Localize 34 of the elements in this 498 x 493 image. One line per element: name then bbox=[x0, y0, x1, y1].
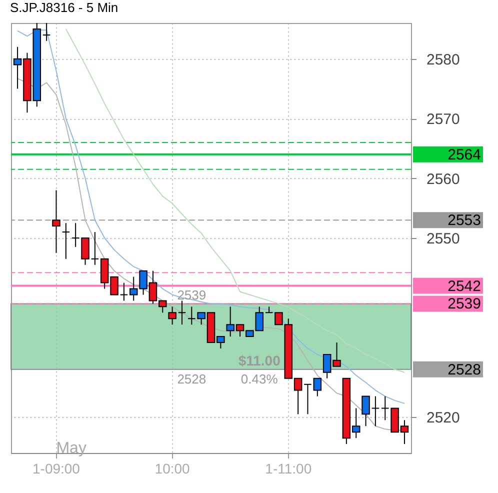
y-tick-label: 2570 bbox=[426, 111, 460, 128]
ref-line-label: 2553 bbox=[448, 212, 481, 230]
y-tick-label: 2560 bbox=[426, 170, 460, 188]
x-tick-label: 1-11:00 bbox=[265, 460, 312, 476]
candlestick bbox=[264, 306, 274, 314]
ref-line-label: 2539 bbox=[448, 296, 481, 313]
candlestick bbox=[62, 222, 70, 260]
candlestick bbox=[168, 306, 176, 326]
y-tick-label: 2580 bbox=[426, 51, 460, 68]
x-tick-label: 1-09:00 bbox=[32, 460, 80, 476]
x-tick-label: 10:00 bbox=[154, 460, 190, 476]
line-series bbox=[17, 30, 405, 404]
candlestick bbox=[313, 378, 322, 397]
annotation: 0.43% bbox=[240, 372, 278, 387]
candlestick bbox=[362, 396, 370, 427]
ref-line-label: 2564 bbox=[448, 146, 481, 164]
candlestick bbox=[90, 232, 100, 266]
candlestick bbox=[42, 23, 51, 42]
annotation: 2539 bbox=[177, 287, 206, 302]
candlestick bbox=[81, 238, 90, 266]
candlestick bbox=[71, 222, 80, 248]
line-series bbox=[65, 28, 405, 373]
candlestick bbox=[52, 190, 60, 254]
chart-title: S.JP.J8316 - 5 Min bbox=[10, 0, 118, 15]
annotation: 2528 bbox=[177, 372, 206, 387]
ref-line-label: 2542 bbox=[448, 278, 481, 295]
candlestick bbox=[304, 384, 312, 415]
candlestick bbox=[178, 300, 186, 326]
candlestick bbox=[371, 396, 380, 427]
annotation: $11.00 bbox=[238, 352, 281, 369]
candlestick bbox=[120, 282, 128, 302]
band-label: 2528 bbox=[448, 361, 481, 378]
y-tick-label: 2550 bbox=[426, 230, 460, 248]
y-tick-label: 2520 bbox=[426, 410, 460, 427]
